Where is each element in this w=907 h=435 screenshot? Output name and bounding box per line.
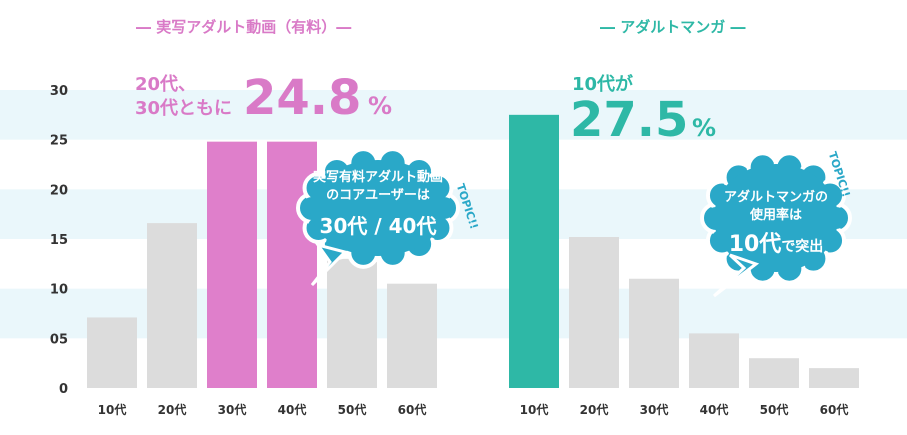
bar-manga-40代 (689, 333, 739, 388)
right-chart-title: ― アダルトマンガ ― (600, 16, 745, 37)
y-tick-label: 05 (50, 332, 68, 347)
left-callout-line2: 30代ともに (135, 100, 232, 118)
y-tick-label: 20 (50, 183, 68, 198)
x-tick-label: 30代 (218, 402, 247, 417)
left-callout-value: 24.8 (243, 74, 361, 122)
x-tick-label: 60代 (820, 402, 849, 417)
right-topic-bubble (702, 153, 850, 296)
x-axis: 10代 20代 30代 40代 50代 60代 10代 20代 30代 40代 50代 60代 (98, 402, 849, 417)
right-callout-value: 27.5 (570, 96, 688, 144)
bar-manga-20代 (569, 237, 619, 388)
x-tick-label: 50代 (760, 402, 789, 417)
left-chart-title: ― 実写アダルト動画（有料）― (136, 16, 351, 37)
y-tick-label: 25 (50, 134, 68, 149)
bar-manga-60代 (809, 368, 859, 388)
x-tick-label: 10代 (98, 402, 127, 417)
left-callout-line1: 20代、 (135, 76, 196, 94)
left-bubble-line1: 実写有料アダルト動画 (303, 166, 453, 185)
right-bubble-line3: 10代で突出 (706, 226, 846, 258)
left-bubble-line3: 30代 / 40代 (303, 210, 453, 239)
y-tick-label: 30 (50, 84, 68, 99)
x-tick-label: 30代 (640, 402, 669, 417)
bar-manga-10代 (509, 115, 559, 388)
x-tick-label: 40代 (278, 402, 307, 417)
x-tick-label: 20代 (580, 402, 609, 417)
bar-video-50代 (327, 259, 377, 388)
bar-manga-50代 (749, 358, 799, 388)
left-callout-unit: % (368, 94, 392, 118)
bar-video-20代 (147, 223, 197, 388)
x-tick-label: 50代 (338, 402, 367, 417)
y-tick-label: 10 (50, 283, 68, 298)
bar-video-30代 (207, 142, 257, 388)
right-bubble-line2: 使用率は (706, 204, 846, 223)
bar-video-10代 (87, 317, 137, 388)
right-bubble-line1: アダルトマンガの (706, 186, 846, 205)
x-tick-label: 10代 (520, 402, 549, 417)
right-callout-unit: % (692, 116, 716, 140)
x-tick-label: 40代 (700, 402, 729, 417)
right-bubble-line3-small: で突出 (781, 239, 823, 255)
y-tick-label: 0 (59, 382, 68, 397)
bar-video-60代 (387, 284, 437, 388)
x-tick-label: 60代 (398, 402, 427, 417)
bar-manga-30代 (629, 279, 679, 388)
y-tick-label: 15 (50, 233, 68, 248)
x-tick-label: 20代 (158, 402, 187, 417)
left-bubble-line2: のコアユーザーは (303, 184, 453, 203)
right-bubble-line3-big: 10代 (729, 232, 782, 257)
